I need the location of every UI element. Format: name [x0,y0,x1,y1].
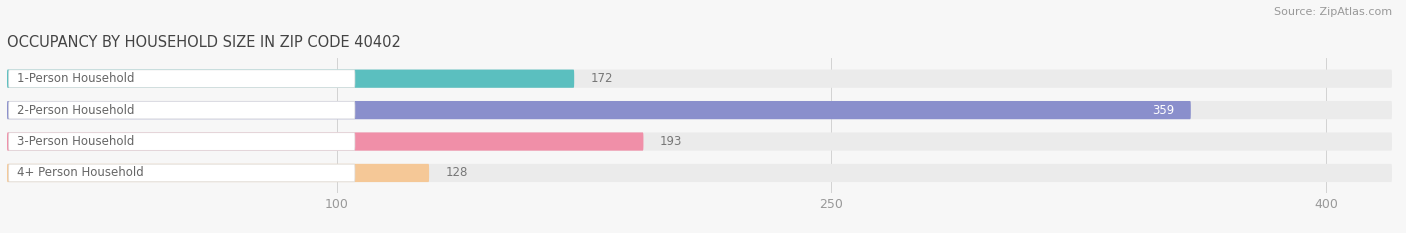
FancyBboxPatch shape [7,164,429,182]
FancyBboxPatch shape [7,132,644,151]
Text: 3-Person Household: 3-Person Household [17,135,135,148]
FancyBboxPatch shape [7,70,1392,88]
FancyBboxPatch shape [7,101,1392,119]
Text: 128: 128 [446,166,468,179]
FancyBboxPatch shape [8,133,354,150]
FancyBboxPatch shape [8,164,354,182]
FancyBboxPatch shape [7,101,1191,119]
FancyBboxPatch shape [7,132,1392,151]
Text: 2-Person Household: 2-Person Household [17,104,135,116]
Text: 172: 172 [591,72,613,85]
Text: OCCUPANCY BY HOUSEHOLD SIZE IN ZIP CODE 40402: OCCUPANCY BY HOUSEHOLD SIZE IN ZIP CODE … [7,35,401,50]
FancyBboxPatch shape [8,70,354,87]
FancyBboxPatch shape [8,101,354,119]
Text: 359: 359 [1152,104,1174,116]
Text: 1-Person Household: 1-Person Household [17,72,135,85]
FancyBboxPatch shape [7,70,574,88]
Text: Source: ZipAtlas.com: Source: ZipAtlas.com [1274,7,1392,17]
Text: 193: 193 [659,135,682,148]
FancyBboxPatch shape [7,164,1392,182]
Text: 4+ Person Household: 4+ Person Household [17,166,143,179]
